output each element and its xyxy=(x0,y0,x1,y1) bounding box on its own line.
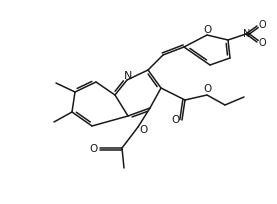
Text: O: O xyxy=(258,20,266,30)
Text: O: O xyxy=(258,38,266,48)
Text: N: N xyxy=(243,29,251,39)
Text: O: O xyxy=(204,25,212,35)
Text: O: O xyxy=(89,144,97,154)
Text: N: N xyxy=(124,71,132,81)
Text: O: O xyxy=(171,115,179,125)
Text: O: O xyxy=(204,84,212,94)
Text: O: O xyxy=(140,125,148,135)
